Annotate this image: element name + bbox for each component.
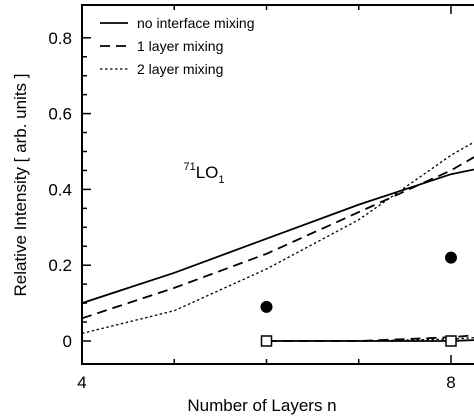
y-tick-label: 0.4	[48, 180, 72, 199]
x-tick-label: 4	[77, 373, 86, 392]
series-line-lo1-dashed	[82, 110, 474, 318]
legend-label-solid: no interface mixing	[137, 15, 255, 31]
x-axis-label: Number of Layers n	[187, 396, 336, 415]
series-line-lo3-dotted	[267, 57, 474, 341]
series-line-lo1-dotted	[82, 87, 474, 333]
y-tick-label: 0.6	[48, 105, 72, 124]
y-axis-label: Relative Intensity [ arb. units ]	[11, 74, 30, 297]
annotation-lo1: 71LO1	[183, 161, 224, 186]
legend-label-dotted: 2 layer mixing	[137, 61, 223, 77]
legend-label-dashed: 1 layer mixing	[137, 38, 223, 54]
plot-frame	[82, 5, 474, 364]
x-tick-label: 8	[446, 373, 455, 392]
data-point-filled-circle	[261, 301, 273, 313]
y-tick-label: 0.2	[48, 256, 72, 275]
series-line-lo1-solid	[82, 136, 474, 303]
data-point-filled-circle	[445, 252, 457, 264]
y-tick-label: 0.8	[48, 29, 72, 48]
data-point-open-square	[446, 336, 456, 346]
y-tick-label: 0	[63, 332, 72, 351]
series-line-lo3-dashed	[267, 53, 474, 341]
data-point-open-square	[262, 336, 272, 346]
